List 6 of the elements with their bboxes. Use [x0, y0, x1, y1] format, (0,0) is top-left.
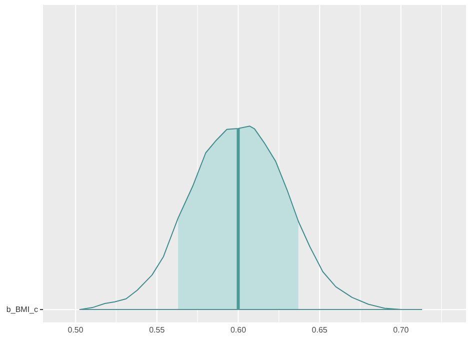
- x-tick-label: 0.60: [230, 325, 247, 334]
- x-tick-label: 0.65: [312, 325, 328, 334]
- x-tick-label: 0.50: [68, 325, 84, 334]
- x-tick-label: 0.70: [393, 325, 410, 334]
- x-tick-label: 0.55: [149, 325, 166, 334]
- text: b_BMI_c: [6, 304, 38, 314]
